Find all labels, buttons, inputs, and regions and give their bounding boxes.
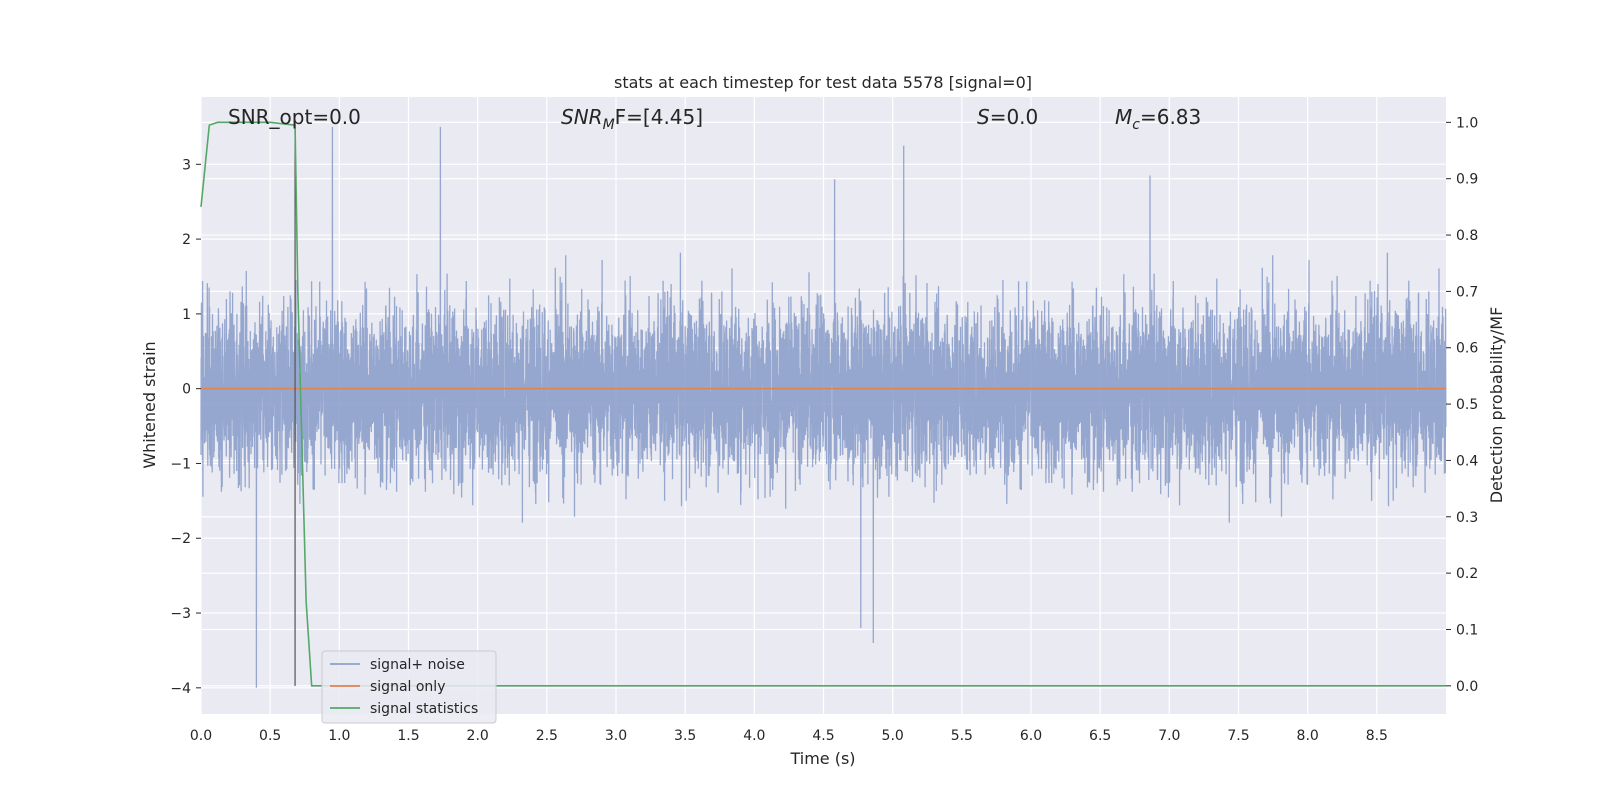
x-tick-label: 0.5 [259,728,281,744]
annotation-snr-mf: SNRMF=[4.45] [561,105,703,133]
x-tick-label: 7.5 [1227,728,1249,744]
annotation-snr-opt: SNR_opt=0.0 [228,105,361,129]
y-tick-label: 3 [182,157,191,173]
signal-statistics-line [200,121,1446,687]
annotation-s-value: =0.0 [990,105,1039,129]
annotation-snr-mf-subscript: M [603,117,615,133]
y-right-tick-label: 0.4 [1456,453,1478,469]
x-tick-label: 5.5 [951,728,973,744]
x-tick-label: 8.0 [1297,728,1319,744]
x-tick-label: 5.0 [882,728,904,744]
y-tick-label: 0 [182,382,191,398]
y-tick-label: −2 [170,531,191,547]
annotation-mc: Mc=6.83 [1115,105,1201,133]
legend-label-signal-statistics: signal statistics [370,701,478,717]
chart-title: stats at each timestep for test data 557… [614,73,1032,92]
y-right-tick-label: 0.5 [1456,397,1478,413]
signal-noise-line [200,126,1447,688]
annotation-snr-mf-symbol: SNR [561,105,603,129]
x-tick-label: 1.5 [397,728,419,744]
x-tick-label: 2.0 [467,728,489,744]
series-signal-noise [200,126,1447,688]
y-tick-label: 1 [182,307,191,323]
annotation-s-symbol: S [977,105,990,129]
y-right-tick-label: 0.1 [1456,622,1478,638]
y-right-tick-label: 0.3 [1456,510,1478,526]
x-tick-label: 8.5 [1366,728,1388,744]
y-tick-label: 2 [182,232,191,248]
x-tick-label: 2.5 [536,728,558,744]
x-tick-label: 0.0 [190,728,212,744]
y-right-tick-label: 0.8 [1456,228,1478,244]
x-tick-label: 6.0 [1020,728,1042,744]
legend-label-signal-noise: signal+ noise [370,657,465,673]
x-tick-label: 3.0 [605,728,627,744]
y-tick-label: −4 [170,681,191,697]
y-right-tick-label: 0.9 [1456,172,1478,188]
x-tick-label: 1.0 [328,728,350,744]
y-axis-right-label: Detection probability/MF [1487,307,1506,504]
legend-label-signal-only: signal only [370,679,445,695]
x-tick-label: 4.0 [743,728,765,744]
lines [200,121,1446,687]
y-axis-label: Whitened strain [140,341,159,468]
y-tick-label: −1 [170,456,191,472]
annotation-s: S=0.0 [977,105,1038,129]
y-right-tick-label: 1.0 [1456,115,1478,131]
x-tick-label: 4.5 [812,728,834,744]
x-tick-label: 3.5 [674,728,696,744]
annotation-mc-symbol: M [1115,105,1132,129]
y-right-tick-label: 0.7 [1456,284,1478,300]
ticks: 0.0 0.5 1.0 1.5 2.0 2.5 3.0 3.5 4.0 4.5 5.0 5.5 6.0 6… [170,115,1478,744]
y-right-tick-label: 0.6 [1456,341,1478,357]
y-tick-label: −3 [170,606,191,622]
y-right-tick-label: 0.2 [1456,566,1478,582]
x-axis-label: Time (s) [789,749,855,768]
legend-box [321,650,497,724]
y-right-tick-label: 0.0 [1456,679,1478,695]
x-tick-label: 6.5 [1089,728,1111,744]
legend: signal+ noise signal only signal statist… [321,650,497,724]
annotation-mc-value: =6.83 [1140,105,1201,129]
annotation-mc-subscript: c [1132,117,1140,133]
annotation-snr-mf-value: F=[4.45] [615,105,703,129]
x-tick-label: 7.0 [1158,728,1180,744]
